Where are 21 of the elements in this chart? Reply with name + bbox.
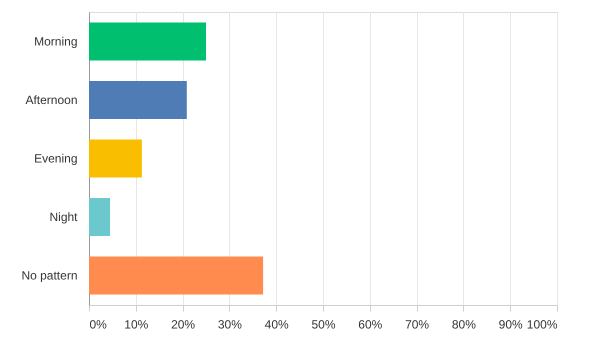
x-tick-label: 70% bbox=[405, 318, 430, 332]
x-tick-label: 50% bbox=[311, 318, 336, 332]
bar bbox=[89, 256, 264, 294]
x-tick-label: 100% bbox=[526, 318, 558, 332]
bar bbox=[89, 139, 142, 178]
bar bbox=[89, 198, 110, 236]
x-tick-label: 10% bbox=[124, 318, 149, 332]
x-tick-label: 30% bbox=[218, 318, 242, 332]
x-tick-label: 90% bbox=[498, 318, 524, 332]
y-tick-label: Afternoon bbox=[25, 93, 78, 108]
bar bbox=[89, 22, 206, 61]
y-tick-label: Evening bbox=[34, 152, 78, 166]
x-tick-label: 20% bbox=[171, 318, 196, 332]
x-tick-label: 80% bbox=[452, 318, 476, 332]
x-tick-label: 40% bbox=[264, 318, 290, 332]
y-tick-label: Morning bbox=[34, 34, 78, 49]
x-tick-label: 60% bbox=[358, 318, 383, 332]
bar bbox=[89, 81, 187, 120]
y-tick-label: No pattern bbox=[21, 268, 78, 282]
x-tick-label: 0% bbox=[90, 318, 108, 332]
y-tick-label: Night bbox=[49, 210, 78, 224]
